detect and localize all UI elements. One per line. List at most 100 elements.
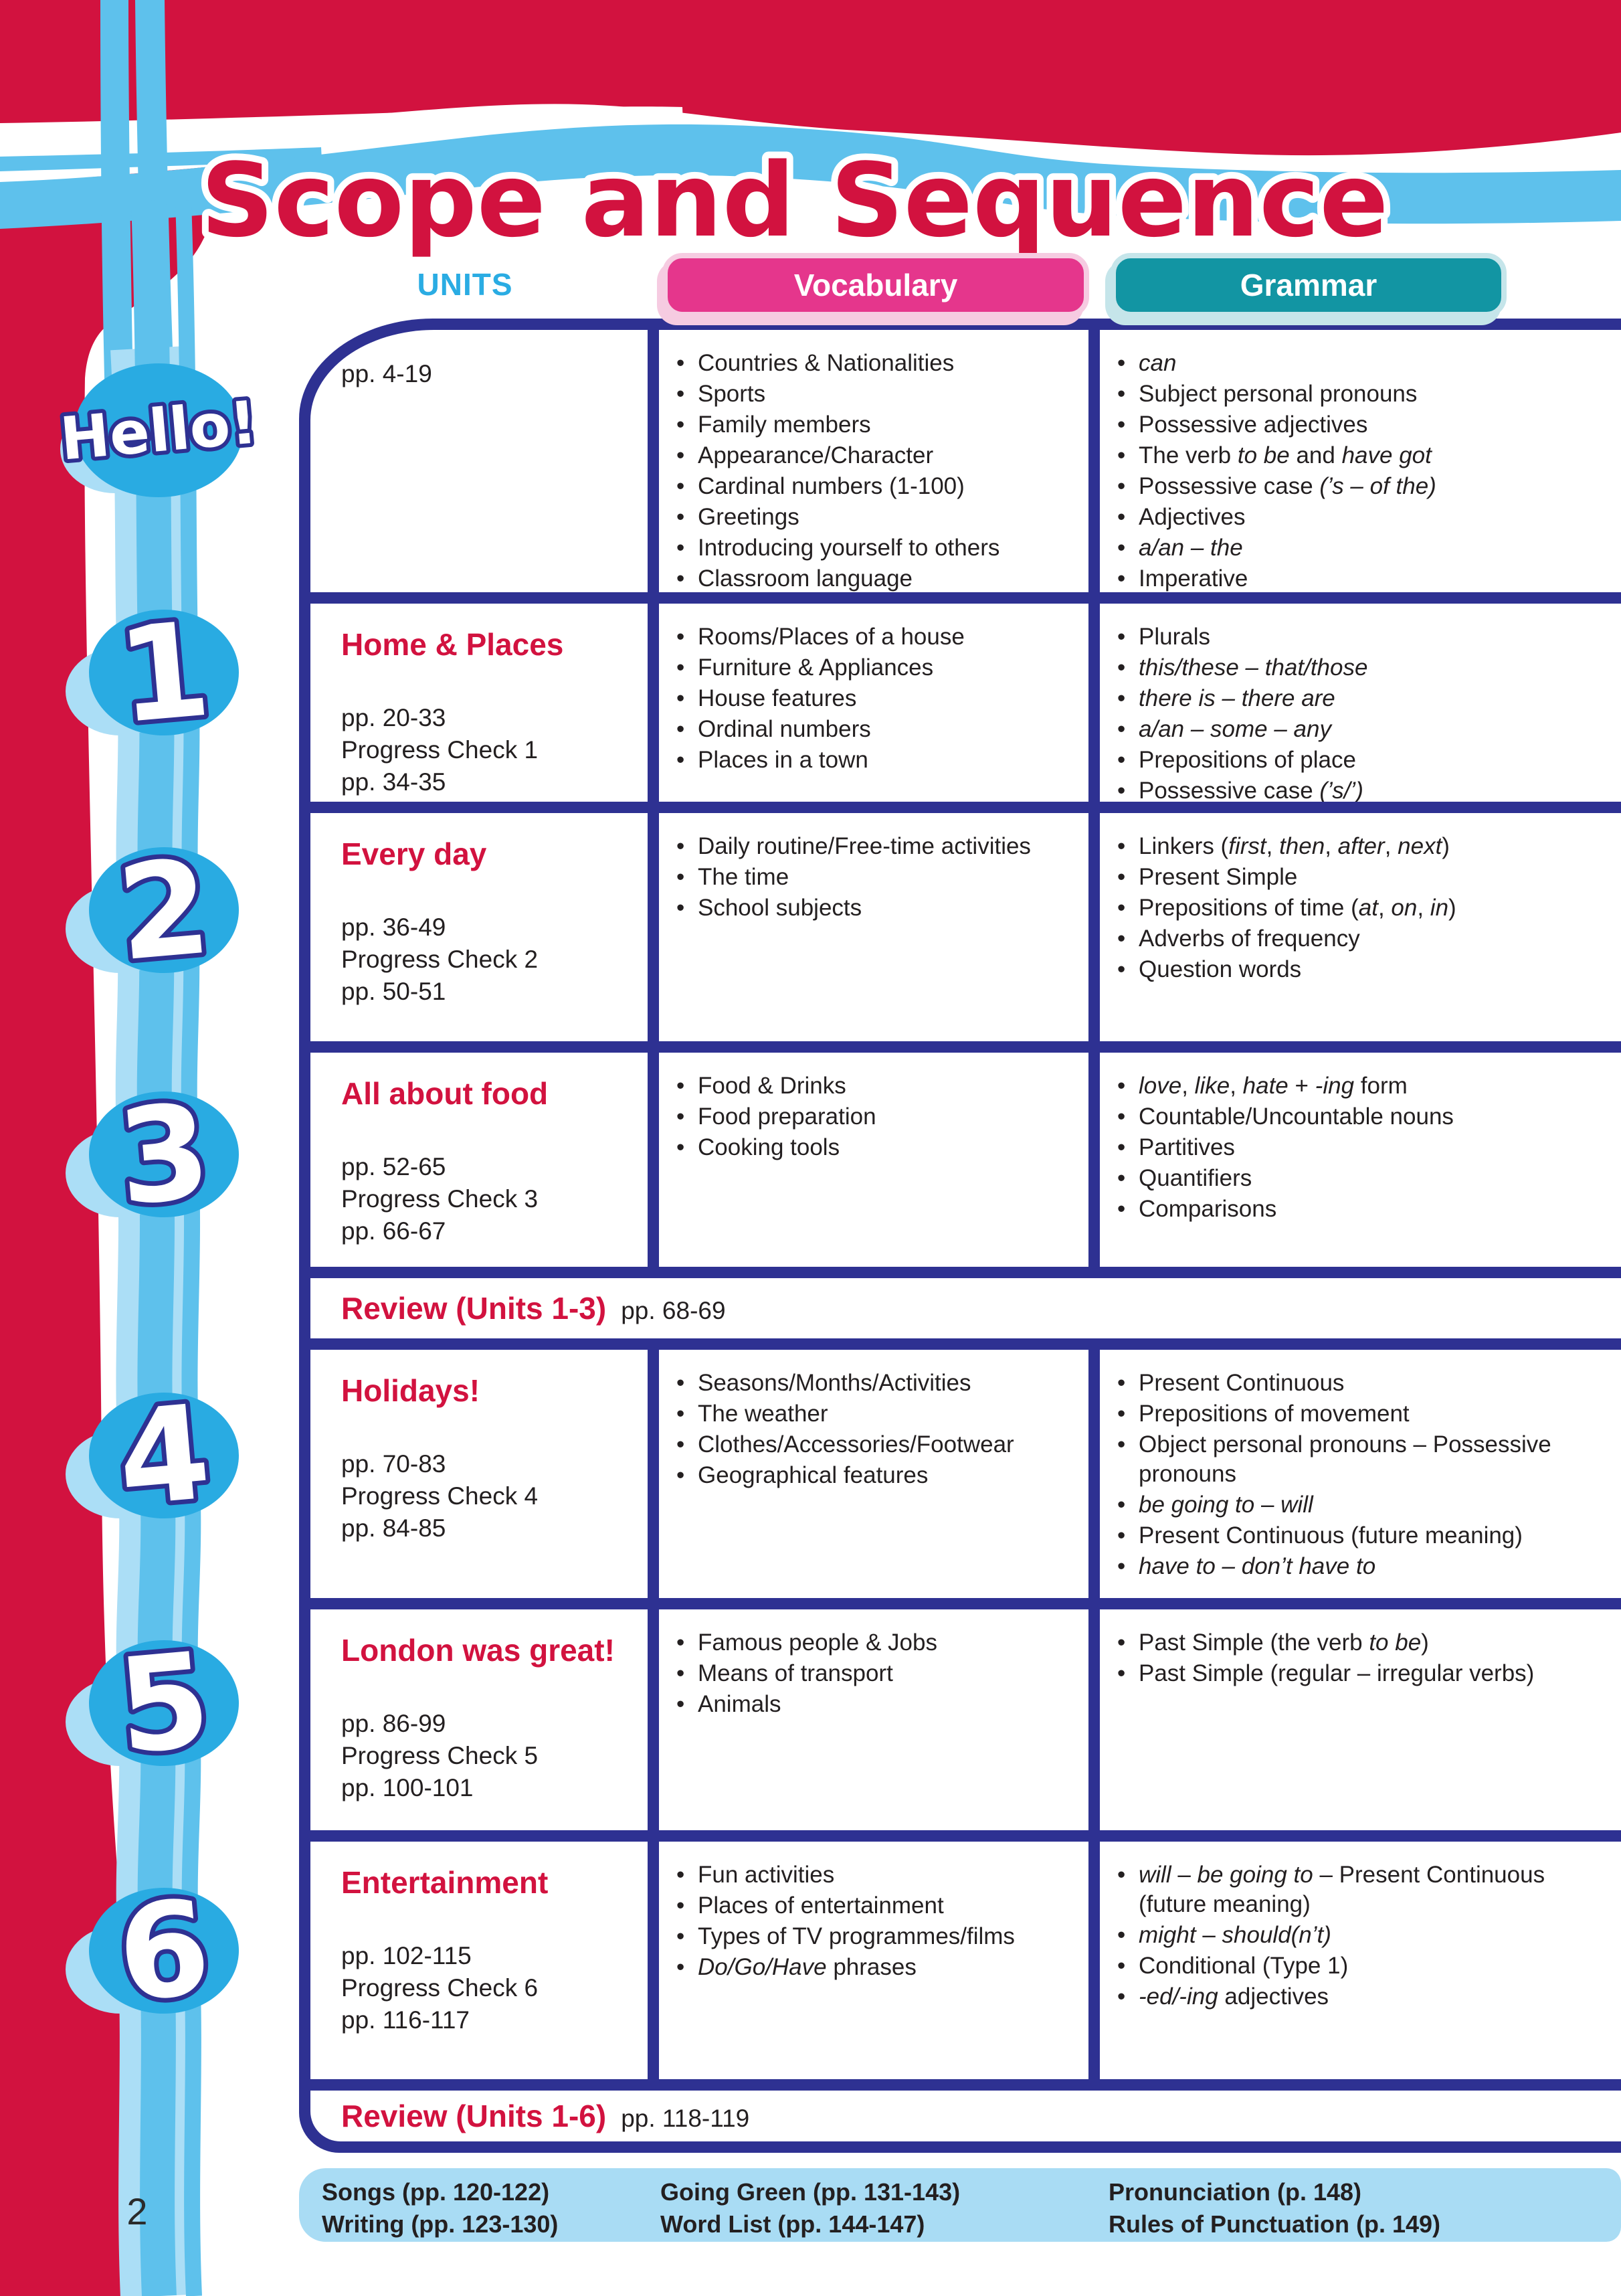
grammar-item: Countable/Uncountable nouns (1117, 1102, 1614, 1132)
vocabulary-item: Clothes/Accessories/Footwear (676, 1430, 1082, 1460)
vocabulary-item: Family members (676, 410, 1082, 440)
grammar-item: Present Simple (1117, 863, 1614, 892)
vocabulary-item: Furniture & Appliances (676, 653, 1082, 683)
page-number: 2 (126, 2190, 148, 2232)
grammar-item: Prepositions of time (at, on, in) (1117, 893, 1614, 923)
unit-2-badge: 2 (66, 826, 239, 994)
unit-hello-cell: pp. 4-19 (310, 330, 648, 592)
footer-column-1: Songs (pp. 120-122) Writing (pp. 123-130) (322, 2176, 558, 2240)
unit-4-title: Holidays! (341, 1373, 480, 1408)
vocabulary-item: Food & Drinks (676, 1071, 1082, 1101)
pages-line: pp. 86-99 (341, 1709, 446, 1737)
vocabulary-item: Do/Go/Have phrases (676, 1953, 1082, 1982)
pages-line: pp. 102-115 (341, 1941, 472, 1969)
review-pages: pp. 68-69 (621, 1297, 726, 1324)
vocabulary-item: The weather (676, 1399, 1082, 1429)
vocabulary-item: Cooking tools (676, 1133, 1082, 1162)
unit-1-badge: 1 (66, 589, 239, 757)
review-units-1-6-row: Review (Units 1-6) pp. 118-119 (310, 2091, 1621, 2141)
unit-1-vocabulary-cell: Rooms/Places of a houseFurniture & Appli… (659, 604, 1088, 802)
unit-5-vocabulary-cell: Famous people & JobsMeans of transportAn… (659, 1609, 1088, 1830)
unit-4-cell: Holidays! pp. 70-83 Progress Check 4 pp. 8… (310, 1350, 648, 1598)
unit-5-pages: pp. 86-99 Progress Check 5 pp. 100-101 (341, 1708, 641, 1804)
grammar-item: be going to – will (1117, 1490, 1614, 1520)
unit-5-grammar-cell: Past Simple (the verb to be)Past Simple … (1100, 1609, 1621, 1830)
grammar-item: Present Continuous (1117, 1368, 1614, 1398)
vocabulary-item: House features (676, 684, 1082, 713)
pages-line: Progress Check 3 (341, 1184, 539, 1213)
unit-4-blob (89, 1393, 239, 1518)
unit-5-number: 5 (112, 1624, 216, 1783)
pages-line: pp. 84-85 (341, 1514, 446, 1542)
pages-line: Progress Check 5 (341, 1741, 539, 1769)
vocabulary-item: Places of entertainment (676, 1891, 1082, 1921)
review-units-1-3-row: Review (Units 1-3) pp. 68-69 (310, 1278, 1621, 1338)
grammar-item: Imperative (1117, 564, 1614, 592)
vocabulary-list: Seasons/Months/ActivitiesThe weatherClot… (659, 1350, 1088, 1490)
review-label: Review (Units 1-3) (341, 1291, 607, 1326)
vocabulary-list: Food & DrinksFood preparationCooking too… (659, 1053, 1088, 1162)
vocabulary-item: Places in a town (676, 745, 1082, 775)
grammar-column-header: Grammar (1111, 253, 1507, 317)
grammar-list: Present ContinuousPrepositions of moveme… (1100, 1350, 1621, 1581)
unit-3-badge: 3 (66, 1071, 239, 1239)
unit-2-pages: pp. 36-49 Progress Check 2 pp. 50-51 (341, 911, 641, 1008)
grammar-item: Conditional (Type 1) (1117, 1951, 1614, 1981)
grammar-item: Linkers (first, then, after, next) (1117, 832, 1614, 861)
pages-line: Progress Check 6 (341, 1973, 539, 2002)
unit-2-number: 2 (112, 831, 216, 990)
unit-1-title: Home & Places (341, 627, 564, 662)
footer-column-2: Going Green (pp. 131-143) Word List (pp. … (660, 2176, 960, 2240)
pages-line: pp. 70-83 (341, 1449, 446, 1478)
grammar-item: a/an – some – any (1117, 715, 1614, 744)
vocabulary-list: Fun activitiesPlaces of entertainmentTyp… (659, 1842, 1088, 1982)
unit-5-blob (89, 1640, 239, 1766)
grammar-item: will – be going to – Present Continuous … (1117, 1860, 1614, 1919)
unit-3-pages: pp. 52-65 Progress Check 3 pp. 66-67 (341, 1151, 641, 1247)
grammar-list: Pluralsthis/these – that/thosethere is –… (1100, 604, 1621, 802)
vocabulary-column-header: Vocabulary (662, 253, 1089, 317)
grammar-item: Prepositions of movement (1117, 1399, 1614, 1429)
vocabulary-item: Geographical features (676, 1461, 1082, 1490)
unit-3-cell: All about food pp. 52-65 Progress Check 3… (310, 1053, 648, 1267)
unit-3-grammar-cell: love, like, hate + -ing formCountable/Un… (1100, 1053, 1621, 1267)
unit-3-title: All about food (341, 1076, 549, 1111)
unit-2-cell: Every day pp. 36-49 Progress Check 2 pp. 5… (310, 813, 648, 1041)
unit-hello-vocabulary-cell: Countries & NationalitiesSportsFamily me… (659, 330, 1088, 592)
hello-badge: Hello! (54, 363, 264, 497)
vocabulary-item: Animals (676, 1690, 1082, 1719)
unit-6-cell: Entertainment pp. 102-115 Progress Check … (310, 1842, 648, 2079)
unit-6-badge: 6 (66, 1867, 239, 2035)
vocabulary-item: Food preparation (676, 1102, 1082, 1132)
grammar-item: Plurals (1117, 622, 1614, 652)
vocabulary-item: School subjects (676, 893, 1082, 923)
footer-reference-bar: Songs (pp. 120-122) Writing (pp. 123-130)… (299, 2168, 1621, 2242)
grammar-item: -ed/-ing adjectives (1117, 1982, 1614, 2012)
pages-line: pp. 4-19 (341, 360, 432, 387)
unit-6-blob (89, 1888, 239, 2014)
units-column-header: UNITS (417, 267, 513, 302)
pages-line: pp. 116-117 (341, 2006, 470, 2034)
grammar-list: Past Simple (the verb to be)Past Simple … (1100, 1609, 1621, 1688)
grammar-item: Past Simple (the verb to be) (1117, 1628, 1614, 1658)
vocabulary-item: Greetings (676, 503, 1082, 532)
unit-5-title: London was great! (341, 1633, 615, 1668)
vocabulary-item: The time (676, 863, 1082, 892)
unit-3-vocabulary-cell: Food & DrinksFood preparationCooking too… (659, 1053, 1088, 1267)
grammar-item: The verb to be and have got (1117, 441, 1614, 470)
vocabulary-item: Means of transport (676, 1659, 1082, 1688)
grammar-item: Partitives (1117, 1133, 1614, 1162)
grammar-item: Quantifiers (1117, 1164, 1614, 1193)
vertical-stripe-left (100, 0, 134, 431)
vocabulary-item: Appearance/Character (676, 441, 1082, 470)
footer-item: Writing (pp. 123-130) (322, 2210, 559, 2238)
vocabulary-item: Countries & Nationalities (676, 349, 1082, 378)
vocabulary-item: Daily routine/Free-time activities (676, 832, 1082, 861)
page-title: Scope and Sequence (201, 141, 1388, 260)
vocabulary-list: Daily routine/Free-time activitiesThe ti… (659, 813, 1088, 923)
unit-4-number: 4 (112, 1377, 216, 1536)
unit-hello-pages: pp. 4-19 (341, 354, 641, 390)
pages-line: pp. 50-51 (341, 977, 446, 1005)
vocabulary-item: Types of TV programmes/films (676, 1922, 1082, 1951)
unit-3-blob (89, 1091, 239, 1217)
